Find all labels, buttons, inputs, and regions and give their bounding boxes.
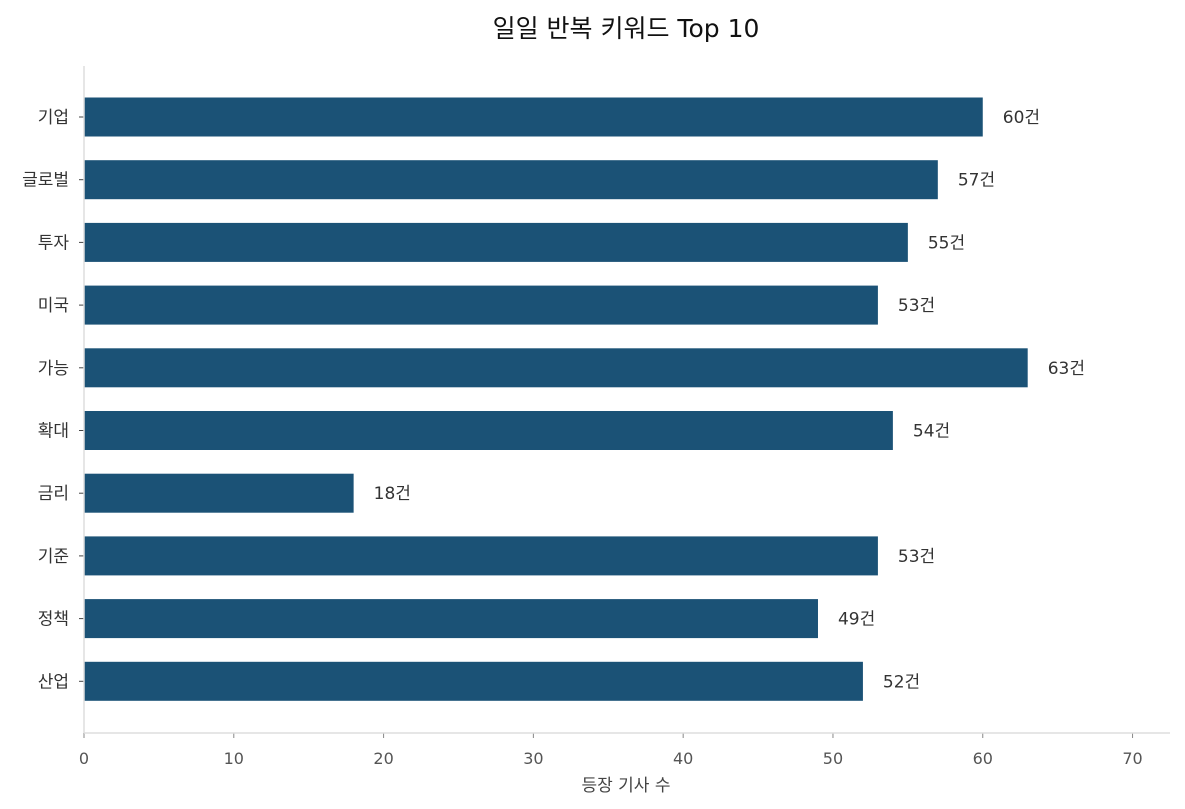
y-tick-label: 확대 — [38, 422, 69, 442]
bars-group — [84, 97, 1028, 701]
y-tick-label: 금리 — [38, 484, 69, 504]
data-label: 49건 — [838, 610, 875, 630]
chart-title: 일일 반복 키워드 Top 10 — [493, 14, 760, 43]
data-label: 63건 — [1048, 359, 1085, 379]
data-label: 60건 — [1003, 108, 1040, 128]
data-label: 53건 — [898, 547, 935, 567]
y-tick-label: 투자 — [38, 233, 70, 253]
bar-5 — [84, 411, 893, 450]
bar-7 — [84, 536, 878, 576]
x-tick-label: 0 — [79, 749, 89, 768]
data-label: 55건 — [928, 233, 965, 253]
x-tick-labels: 0 10 20 30 40 50 60 70 — [79, 733, 1143, 768]
y-tick-label: 가능 — [38, 359, 69, 379]
y-tick-label: 정책 — [38, 610, 69, 630]
x-axis-label: 등장 기사 수 — [581, 776, 670, 796]
x-tick-label: 10 — [224, 749, 244, 768]
data-labels: 60건 57건 55건 53건 63건 54건 18건 53건 49건 52건 — [374, 108, 1085, 692]
x-tick-label: 30 — [523, 749, 543, 768]
bar-2 — [84, 222, 908, 262]
x-tick-label: 40 — [673, 749, 693, 768]
y-tick-label: 기업 — [38, 108, 69, 128]
x-tick-label: 70 — [1122, 749, 1142, 768]
bar-6 — [84, 473, 354, 513]
data-label: 54건 — [913, 422, 950, 442]
x-tick-label: 20 — [373, 749, 393, 768]
data-label: 53건 — [898, 296, 935, 316]
bar-4 — [84, 348, 1028, 388]
bar-8 — [84, 599, 818, 639]
x-tick-label: 50 — [823, 749, 843, 768]
bar-9 — [84, 661, 863, 701]
y-tick-label: 미국 — [38, 296, 69, 316]
data-label: 18건 — [374, 484, 411, 504]
bar-0 — [84, 97, 983, 137]
y-tick-label: 글로벌 — [22, 171, 69, 191]
x-tick-label: 60 — [973, 749, 993, 768]
y-tick-label: 산업 — [38, 672, 69, 692]
y-tick-label: 기준 — [38, 547, 69, 567]
bar-1 — [84, 160, 938, 200]
bar-3 — [84, 285, 878, 325]
data-label: 57건 — [958, 171, 995, 191]
data-label: 52건 — [883, 672, 920, 692]
